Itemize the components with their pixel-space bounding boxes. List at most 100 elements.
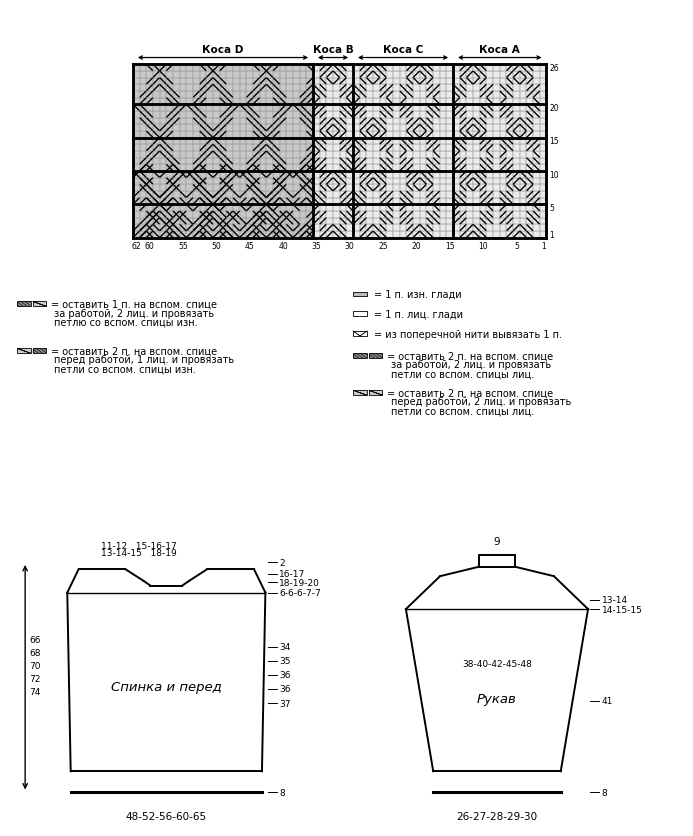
Bar [480,72,486,79]
Bar [513,65,520,72]
Text: Коса C: Коса C [383,45,423,55]
Bar [527,112,533,119]
Bar [313,191,319,198]
Bar [346,105,353,112]
Bar [293,92,299,99]
Bar [213,125,220,132]
Bar [433,105,440,112]
Bar [179,218,186,225]
Bar [473,105,480,112]
Bar [146,119,153,125]
Bar [200,125,207,132]
Bar [186,145,193,151]
Bar [367,171,373,178]
Bar [153,132,159,139]
Bar [393,112,400,119]
Text: = из поперечной нити вывязать 1 п.: = из поперечной нити вывязать 1 п. [374,329,561,339]
Bar [306,139,313,145]
Bar [527,171,533,178]
Bar [273,105,280,112]
Bar [240,145,246,151]
Bar [340,119,346,125]
Bar [186,212,193,218]
Bar [533,198,540,205]
Bar [453,158,459,165]
Bar [459,125,466,132]
Bar [326,85,333,92]
Bar [520,99,527,105]
Text: Коса D: Коса D [202,45,244,55]
Bar [486,145,493,151]
Bar [466,92,473,99]
Text: 8: 8 [602,788,608,797]
Bar [333,92,340,99]
Bar [380,158,387,165]
Bar [146,198,153,205]
Bar [346,65,353,72]
Bar [293,232,299,238]
Bar [453,105,459,112]
Bar [220,145,227,151]
Bar [326,99,333,105]
Bar [446,198,453,205]
Bar [293,165,299,171]
Bar [173,151,179,158]
Bar [220,72,227,79]
Bar [286,165,293,171]
Bar [413,79,420,85]
Bar [179,112,186,119]
Bar [540,132,547,139]
Bar [306,178,313,185]
Bar [213,212,220,218]
Bar [166,151,173,158]
Text: = оставить 2 п. на вспом. спице: = оставить 2 п. на вспом. спице [51,346,217,356]
Bar [299,232,306,238]
Bar [453,112,459,119]
Text: 35: 35 [279,656,290,665]
Bar [393,92,400,99]
Bar [193,92,200,99]
Bar [360,125,367,132]
Bar [299,119,306,125]
Bar [313,171,319,178]
Text: 16-17: 16-17 [279,569,306,579]
Bar [387,65,393,72]
Bar [133,125,139,132]
Bar [179,145,186,151]
Bar [373,151,380,158]
Bar [446,171,453,178]
Bar [466,151,473,158]
Bar [406,79,413,85]
Bar [360,165,367,171]
Bar [207,232,213,238]
Bar [373,232,380,238]
Bar [520,218,527,225]
Bar [446,191,453,198]
Bar [446,139,453,145]
Bar [153,185,159,191]
Bar [299,72,306,79]
Bar [299,79,306,85]
Bar [420,105,426,112]
Bar [426,218,433,225]
Bar [387,171,393,178]
Bar [173,119,179,125]
Bar [520,92,527,99]
Bar [139,139,146,145]
Bar [260,218,266,225]
Bar [227,151,233,158]
Bar [306,65,313,72]
Bar [133,218,139,225]
Text: петлю со вспом. спицы изн.: петлю со вспом. спицы изн. [55,317,198,327]
Bar [420,92,426,99]
Bar [159,79,166,85]
Bar [193,165,200,171]
Bar [413,99,420,105]
Bar [319,139,326,145]
Bar [453,185,459,191]
Bar [173,65,179,72]
Bar [380,145,387,151]
Bar [260,178,266,185]
Bar [227,139,233,145]
Bar [453,79,459,85]
